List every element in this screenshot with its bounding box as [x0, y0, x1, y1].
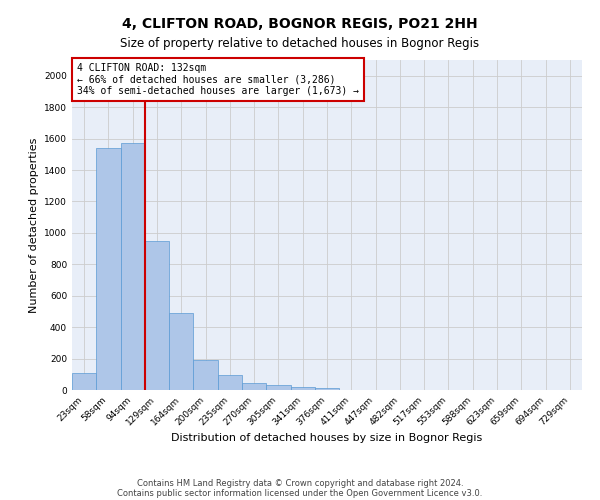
Bar	[242, 383, 266, 390]
Bar	[315, 388, 339, 390]
Bar	[121, 144, 145, 390]
Text: Contains public sector information licensed under the Open Government Licence v3: Contains public sector information licen…	[118, 488, 482, 498]
Text: 4, CLIFTON ROAD, BOGNOR REGIS, PO21 2HH: 4, CLIFTON ROAD, BOGNOR REGIS, PO21 2HH	[122, 18, 478, 32]
Bar	[266, 386, 290, 390]
Bar	[193, 360, 218, 390]
Y-axis label: Number of detached properties: Number of detached properties	[29, 138, 38, 312]
Bar	[72, 372, 96, 390]
Bar	[145, 240, 169, 390]
Text: 4 CLIFTON ROAD: 132sqm
← 66% of detached houses are smaller (3,286)
34% of semi-: 4 CLIFTON ROAD: 132sqm ← 66% of detached…	[77, 64, 359, 96]
Bar	[290, 387, 315, 390]
Text: Contains HM Land Registry data © Crown copyright and database right 2024.: Contains HM Land Registry data © Crown c…	[137, 478, 463, 488]
Bar	[218, 375, 242, 390]
Bar	[169, 313, 193, 390]
X-axis label: Distribution of detached houses by size in Bognor Regis: Distribution of detached houses by size …	[172, 432, 482, 442]
Text: Size of property relative to detached houses in Bognor Regis: Size of property relative to detached ho…	[121, 38, 479, 51]
Bar	[96, 148, 121, 390]
